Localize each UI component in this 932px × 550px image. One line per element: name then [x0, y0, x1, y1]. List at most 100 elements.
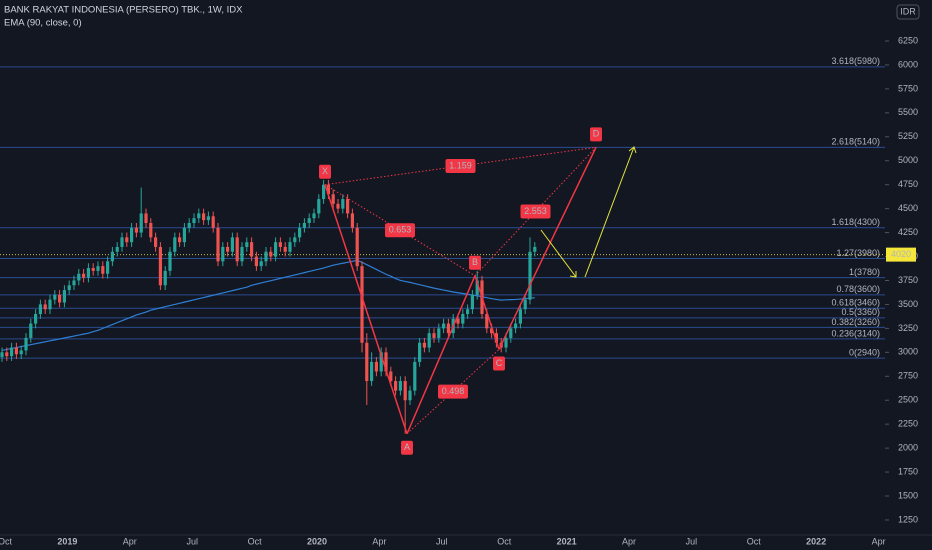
candle-body: [408, 390, 412, 401]
pattern-point-label-box: [319, 164, 331, 179]
plot-area: 3.618(5980) 2.618(5140) 1.618(4300) 1.27(39…: [0, 56, 885, 455]
candle-body: [115, 246, 119, 252]
pattern-leg: [474, 275, 500, 350]
fib-label: 0.236(3140): [831, 328, 880, 338]
x-tick-label: Jul: [186, 536, 198, 546]
candle-body: [106, 261, 110, 274]
y-tick-label: 4250: [898, 227, 918, 237]
candle-body: [0, 352, 4, 358]
candle-body: [158, 246, 162, 286]
y-tick-label: 2750: [898, 371, 918, 381]
pattern-point-label-box: [401, 440, 413, 455]
candle-body: [490, 328, 494, 334]
candle-body: [350, 213, 354, 228]
candle-body: [475, 280, 479, 295]
y-tick-label: 1500: [898, 490, 918, 500]
x-tick-label: Apr: [872, 536, 886, 546]
candle-body: [43, 304, 47, 310]
y-tick-label: 5250: [898, 131, 918, 141]
candle-body: [211, 216, 215, 228]
candle-body: [173, 237, 177, 252]
projection-arrow: [540, 229, 577, 278]
x-tick-label: Apr: [123, 536, 137, 546]
x-tick-label: Oct: [0, 536, 12, 546]
candle-body: [418, 342, 422, 362]
ema-legend: EMA (90, close, 0): [4, 18, 82, 29]
pattern-point-label-box: [493, 356, 505, 371]
ratio-label-box: [520, 204, 551, 219]
candle-body: [533, 246, 537, 252]
candle-body: [235, 237, 239, 262]
candle-body: [77, 273, 81, 281]
candle-body: [192, 218, 196, 224]
x-tick-label: Oct: [747, 536, 762, 546]
price-badge-label: 4020: [891, 249, 911, 259]
candle-body: [254, 256, 258, 267]
candle-body: [125, 237, 129, 243]
x-tick-label: Apr: [372, 536, 386, 546]
candle-body: [274, 242, 278, 257]
candle-body: [144, 213, 148, 224]
candle-body: [245, 242, 249, 247]
candle-body: [312, 213, 316, 219]
currency-label[interactable]: IDR: [900, 6, 916, 16]
candle-body: [317, 199, 321, 214]
candle-body: [283, 246, 287, 252]
x-tick-label: 2019: [57, 536, 77, 546]
pattern-point-label: A: [404, 442, 410, 452]
fib-label: 1.618(4300): [831, 217, 880, 227]
candle-body: [514, 323, 518, 329]
candle-body: [82, 273, 86, 278]
candle-body: [384, 352, 388, 372]
candle-body: [302, 223, 306, 228]
fib-label: 0.78(3600): [836, 284, 880, 294]
candle-body: [528, 251, 532, 300]
candle-body: [403, 381, 407, 401]
candle-body: [34, 314, 38, 324]
x-tick-label: Jul: [686, 536, 698, 546]
candle-body: [346, 199, 350, 214]
candle-body: [446, 323, 450, 334]
candle-body: [307, 218, 311, 224]
candle-body: [29, 323, 33, 338]
pattern-point-label-box: [590, 127, 602, 142]
candle-body: [278, 242, 282, 247]
candle-body: [130, 227, 134, 243]
candle-body: [355, 227, 359, 267]
candle-body: [456, 318, 460, 324]
y-tick-label: 4750: [898, 179, 918, 189]
currency-button[interactable]: [896, 4, 920, 20]
ratio-label-box: [385, 223, 415, 238]
pattern-leg: [324, 184, 408, 434]
x-tick-label: Oct: [497, 536, 512, 546]
pattern-point-label: D: [593, 129, 600, 139]
candle-body: [72, 280, 76, 286]
candle-body: [336, 203, 340, 209]
candle-body: [67, 285, 71, 291]
candle-body: [365, 342, 369, 382]
candle-body: [374, 361, 378, 372]
candle-body: [341, 199, 345, 209]
candle-body: [379, 352, 383, 372]
candle-body: [269, 251, 273, 257]
ema-line: [1, 259, 535, 351]
candle-body: [154, 237, 158, 247]
y-tick-label: 1750: [898, 466, 918, 476]
candle-body: [326, 184, 330, 195]
candle-body: [504, 337, 508, 348]
y-tick-label: 2500: [898, 395, 918, 405]
candle-body: [413, 361, 417, 391]
candle-body: [370, 361, 374, 382]
candle-body: [432, 333, 436, 338]
projection-arrow: [584, 146, 637, 278]
chart-title: BANK RAKYAT INDONESIA (PERSERO) TBK., 1W…: [4, 5, 243, 16]
fib-label: 1.27(3980): [836, 248, 880, 258]
candle-body: [322, 184, 326, 200]
pattern-point-label: B: [472, 257, 478, 267]
pattern-point-label: C: [496, 358, 503, 368]
x-tick-label: 2022: [806, 536, 826, 546]
candle-body: [470, 294, 474, 310]
y-tick-label: 4500: [898, 203, 918, 213]
candle-body: [288, 242, 292, 252]
